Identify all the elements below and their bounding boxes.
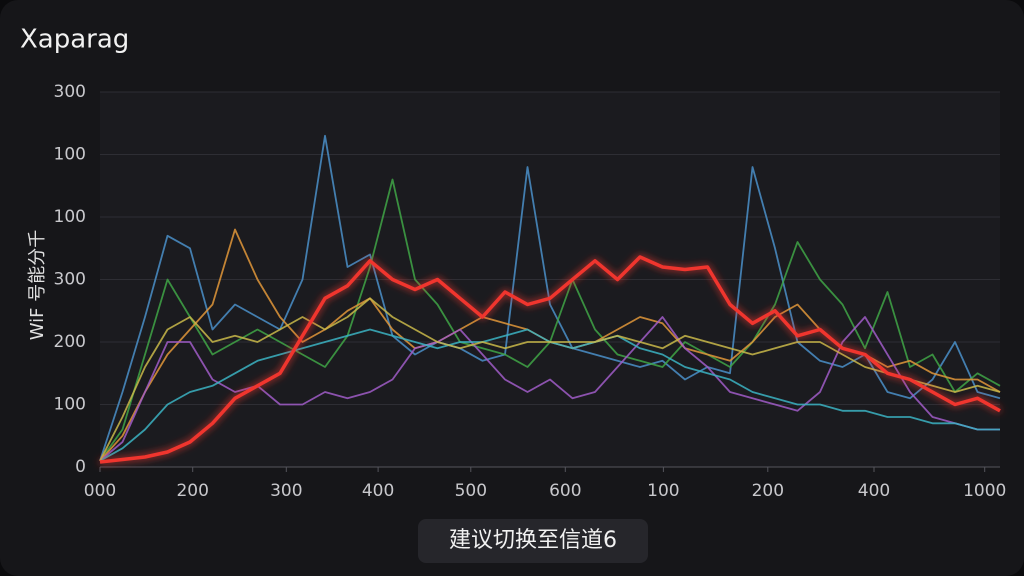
- x-tick-label: 1000: [963, 481, 1006, 501]
- x-tick-label: 100: [647, 481, 679, 501]
- y-axis-label: WiF 号能分千: [27, 230, 48, 340]
- annotation-box: [418, 519, 648, 563]
- x-tick-label: 400: [362, 481, 394, 501]
- y-tick-label: 100: [54, 395, 86, 415]
- series-line: [99, 316, 1000, 462]
- x-tick-label: 300: [270, 481, 302, 501]
- x-tick-label: 000: [84, 481, 116, 501]
- y-tick-label: 0: [75, 457, 86, 477]
- y-tick-label: 200: [54, 332, 86, 352]
- annotation: 建议切换至信道6: [449, 528, 617, 553]
- y-tick-label: 100: [54, 207, 86, 227]
- series-line: [99, 134, 1001, 462]
- y-tick-label: 300: [54, 82, 86, 102]
- x-tick-label: 200: [176, 481, 208, 501]
- y-tick-label: 100: [54, 145, 86, 165]
- x-tick-label: 500: [455, 481, 487, 501]
- y-tick-label: 300: [54, 270, 86, 290]
- series-line: [99, 297, 1001, 462]
- x-tick-label: 400: [858, 481, 890, 501]
- x-tick-label: 200: [752, 481, 784, 501]
- chart-title: Xaparag: [20, 25, 129, 55]
- series-line: [99, 255, 1001, 464]
- x-tick-label: 600: [549, 481, 581, 501]
